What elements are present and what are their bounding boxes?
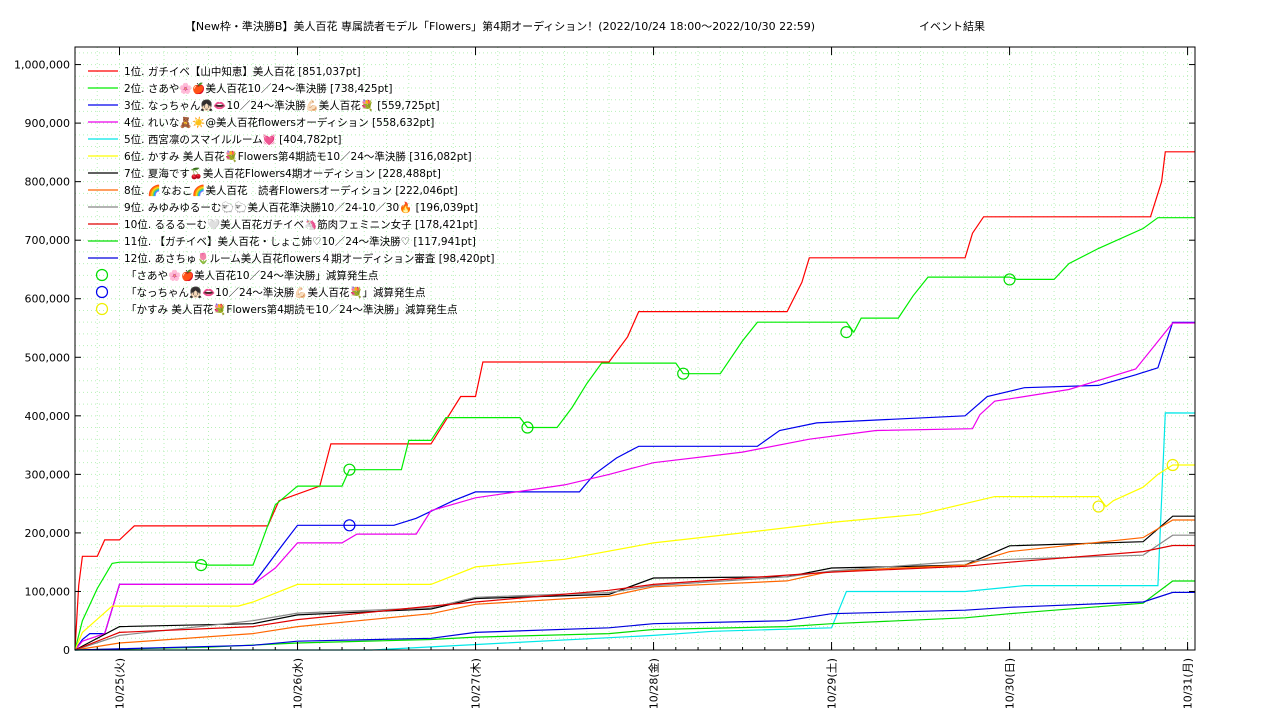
series-line-9	[74, 534, 1195, 651]
y-tick-label: 500,000	[25, 351, 71, 364]
x-tick-label: 10/26(水)	[292, 658, 305, 709]
y-tick-label: 600,000	[25, 293, 71, 306]
legend-label: 4位. れいな🧸☀️@美人百花flowersオーディション [558,632pt…	[124, 116, 434, 129]
deduction-marker-1	[840, 326, 853, 339]
chart-title: 【New枠・準決勝B】美人百花 専属読者モデル「Flowers」第4期オーディシ…	[185, 19, 815, 33]
y-tick-label: 400,000	[25, 410, 71, 423]
series-line-6	[74, 464, 1195, 651]
y-tick-label: 1,000,000	[14, 59, 70, 72]
y-tick-label: 800,000	[25, 176, 71, 189]
deduction-marker-1	[521, 421, 534, 434]
series-line-8	[74, 519, 1195, 651]
legend: 1位. ガチイベ【山中知恵】美人百花 [851,037pt] 2位. さあや🌸🍎美…	[88, 65, 494, 316]
grid	[75, 47, 1195, 650]
x-tick-label: 10/28(金)	[647, 658, 661, 709]
legend-label: 7位. 夏海です🍒美人百花Flowers4期オーディション [228,488pt…	[124, 167, 441, 180]
axes: 0 100,000 200,000 300,000 400,000 500,000 600,…	[14, 47, 1195, 709]
legend-label: 「さあや🌸🍎美人百花10／24〜準決勝」減算発生点	[126, 269, 378, 282]
legend-label: 3位. なっちゃん👧🏻👄10／24〜準決勝💪🏻美人百花💐 [559,725pt]	[124, 99, 440, 112]
legend-label: 1位. ガチイベ【山中知恵】美人百花 [851,037pt]	[124, 65, 361, 78]
x-tick-label: 10/29(土)	[826, 658, 839, 709]
series-line-5	[75, 412, 1196, 651]
y-tick-label: 200,000	[25, 527, 71, 540]
plot-frame	[74, 46, 1196, 651]
legend-label: 8位. 🌈なおこ🌈美人百花 読者Flowersオーディション [222,046p…	[124, 184, 458, 197]
x-tick-label: 10/30(日)	[1004, 658, 1017, 709]
chart-subtitle: イベント結果	[919, 19, 985, 33]
x-tick-label: 10/27(木)	[470, 658, 483, 709]
series-layer	[74, 151, 1196, 651]
x-tick-label: 10/31(月)	[1182, 658, 1195, 709]
legend-label: 「なっちゃん👧🏻👄10／24〜準決勝💪🏻美人百花💐」減算発生点	[126, 286, 426, 299]
series-line-1	[74, 151, 1195, 651]
y-tick-label: 700,000	[25, 234, 71, 247]
y-tick-label: 900,000	[25, 117, 71, 130]
legend-label: 11位. 【ガチイベ】美人百花・しょこ姉♡10／24〜準決勝♡ [117,941…	[124, 235, 476, 248]
deduction-marker-3	[1092, 500, 1105, 513]
legend-label: 9位. みゆみゆるーむ🐑🐑美人百花準決勝10／24-10／30🔥 [196,03…	[124, 201, 478, 214]
deduction-marker-1	[677, 367, 690, 380]
legend-marker-swatch	[95, 285, 109, 299]
series-line-11	[74, 580, 1195, 651]
deduction-marker-2	[343, 519, 356, 532]
y-tick-label: 100,000	[25, 585, 71, 598]
marker-layer	[194, 273, 1179, 572]
deduction-marker-1	[194, 559, 208, 572]
x-tick-label: 10/25(火)	[114, 658, 127, 709]
legend-marker-swatch	[95, 302, 109, 316]
legend-label: 「かすみ 美人百花💐Flowers第4期読モ10／24〜準決勝」減算発生点	[126, 303, 458, 316]
legend-label: 10位. るるるーむ🤍美人百花ガチイベ🦄筋肉フェミニン女子 [178,421pt…	[124, 218, 477, 231]
legend-label: 2位. さあや🌸🍎美人百花10／24〜準決勝 [738,425pt]	[124, 82, 392, 95]
series-line-2	[74, 217, 1195, 651]
legend-label: 5位. 西宮凛のスマイルルーム💓 [404,782pt]	[124, 133, 342, 146]
series-line-10	[74, 544, 1195, 651]
legend-label: 12位. あさちゅ🌷ルーム美人百花flowers４期オーディション審査 [98,…	[124, 252, 494, 265]
deduction-marker-1	[1003, 273, 1016, 286]
series-line-4	[74, 322, 1195, 651]
deduction-marker-1	[343, 463, 356, 476]
series-line-7	[74, 515, 1195, 651]
y-tick-label: 300,000	[25, 468, 71, 481]
legend-marker-swatch	[95, 268, 109, 282]
legend-label: 6位. かすみ 美人百花💐Flowers第4期読モ10／24〜準決勝 [316,…	[124, 150, 472, 163]
series-line-12	[74, 591, 1195, 651]
y-tick-label: 0	[63, 644, 70, 657]
deduction-marker-3	[1166, 458, 1179, 472]
